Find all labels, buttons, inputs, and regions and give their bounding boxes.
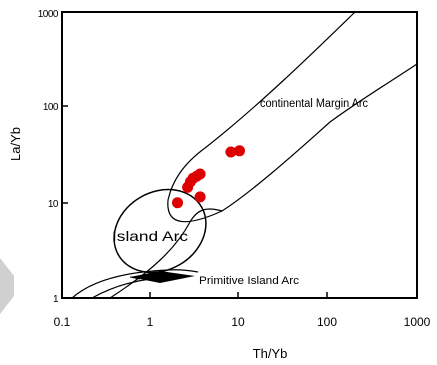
data-point [225, 146, 237, 158]
data-point [194, 191, 206, 203]
data-point [194, 168, 206, 180]
y-tick-label: 100 [43, 102, 59, 113]
x-tick-marks [149, 292, 328, 298]
data-points [172, 145, 245, 209]
continental-margin-arc-field-boundary [109, 63, 418, 299]
primitive-island-arc-label: Primitive Island Arc [199, 275, 300, 287]
plot-frame [61, 11, 418, 299]
x-tick-label: 1000 [404, 315, 431, 329]
x-tick-label: 1 [147, 315, 154, 329]
primitive-island-arc-pointer-arrow [130, 271, 195, 283]
x-tick-label: 0.1 [54, 315, 71, 329]
y-axis-label: La/Yb [8, 127, 23, 161]
continental-margin-arc-field-left-edge [167, 199, 223, 223]
data-point [234, 145, 245, 157]
continental-margin-arc-label: continental Margin Arc [260, 98, 368, 110]
page-edge-arrow-shape [0, 258, 14, 314]
x-tick-label: 100 [317, 315, 337, 329]
x-axis-label: Th/Yb [253, 346, 288, 361]
y-tick-label: 1 [53, 294, 59, 305]
primitive-island-arc-pointer-stem [129, 276, 141, 280]
x-tick-label: 10 [231, 315, 245, 329]
y-tick-label: 1000 [38, 9, 59, 20]
y-tick-marks [62, 105, 68, 204]
continental-margin-arc-field-upper-boundary [167, 11, 356, 201]
primitive-island-arc-curve-upper [71, 269, 199, 299]
island-arc-field-boundary [113, 188, 207, 274]
data-point [172, 197, 183, 209]
y-tick-label: 10 [48, 199, 59, 210]
island-arc-label: Island Arc [112, 228, 188, 244]
